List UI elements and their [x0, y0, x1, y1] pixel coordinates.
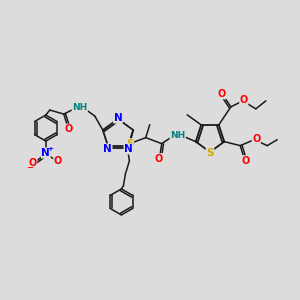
Text: O: O	[65, 124, 73, 134]
Text: N: N	[114, 113, 122, 123]
Text: O: O	[218, 89, 226, 99]
Text: N: N	[124, 144, 133, 154]
Text: O: O	[241, 156, 249, 166]
Text: NH: NH	[170, 131, 185, 140]
Text: −: −	[26, 163, 33, 172]
Text: O: O	[54, 156, 62, 166]
Text: O: O	[252, 134, 260, 144]
Text: NH: NH	[72, 103, 87, 112]
Text: O: O	[29, 158, 37, 168]
Text: S: S	[206, 148, 214, 158]
Text: N: N	[103, 144, 112, 154]
Text: O: O	[240, 95, 248, 105]
Text: +: +	[47, 146, 53, 152]
Text: S: S	[126, 139, 134, 148]
Text: O: O	[154, 154, 163, 164]
Text: N: N	[41, 148, 50, 158]
